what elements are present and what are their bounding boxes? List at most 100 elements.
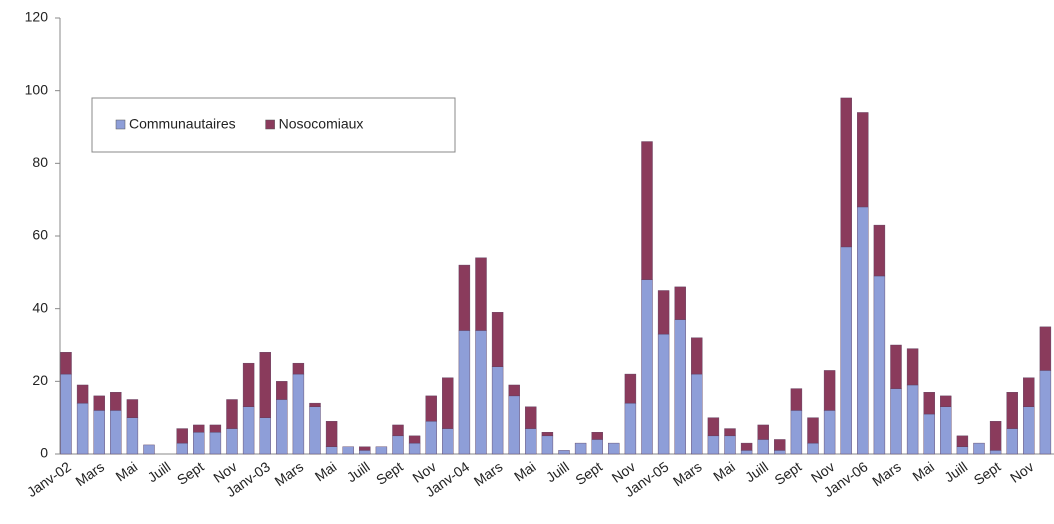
- x-tick-label: Sept: [373, 458, 406, 488]
- bar-segment: [110, 410, 122, 455]
- bar-segment: [541, 432, 554, 437]
- bar-segment: [342, 446, 354, 455]
- bar-segment: [1039, 370, 1052, 455]
- bar-segment: [491, 312, 504, 367]
- bar-segment: [740, 450, 753, 455]
- bar-segment: [906, 384, 919, 455]
- x-tick-label: Mai: [312, 458, 340, 484]
- bar-segment: [1023, 406, 1035, 455]
- bar-segment: [541, 435, 554, 455]
- bar-segment: [60, 352, 72, 375]
- bar-segment: [807, 417, 819, 444]
- bar-segment: [624, 373, 637, 404]
- bar-segment: [657, 333, 670, 455]
- bar-segment: [707, 417, 720, 437]
- bar-segment: [425, 395, 437, 422]
- x-tick-label: Mai: [511, 458, 539, 484]
- bar-segment: [126, 399, 139, 418]
- bar-segment: [425, 421, 437, 455]
- x-tick-label: Juill: [543, 458, 572, 485]
- x-tick-label: Mars: [670, 458, 705, 489]
- bar-segment: [93, 410, 105, 455]
- bar-segment: [60, 373, 72, 455]
- bar-segment: [292, 362, 305, 375]
- bar-segment: [259, 352, 271, 418]
- bar-segment: [774, 450, 786, 455]
- x-tick-label: Mars: [471, 458, 506, 489]
- y-tick-label: 60: [32, 227, 48, 243]
- bar-segment: [442, 428, 454, 455]
- bar-segment: [890, 388, 902, 455]
- bar-segment: [923, 392, 935, 415]
- bar-segment: [774, 439, 786, 451]
- bar-segment: [193, 424, 205, 433]
- bar-segment: [641, 279, 653, 455]
- bar-segment: [359, 450, 371, 455]
- bar-segment: [873, 275, 886, 455]
- x-tick-label: Juill: [344, 458, 373, 485]
- bar-segment: [442, 377, 454, 429]
- bar-segment: [325, 421, 338, 447]
- legend-swatch: [265, 119, 275, 130]
- bar-segment: [458, 330, 471, 455]
- bar-segment: [292, 373, 305, 455]
- x-tick-label: Mai: [710, 458, 738, 484]
- bar-segment: [890, 344, 902, 389]
- x-tick-label: Juill: [145, 458, 174, 485]
- bar-segment: [956, 435, 969, 447]
- y-tick-label: 80: [32, 154, 48, 170]
- x-tick-label: Mars: [72, 458, 107, 489]
- bar-segment: [93, 395, 105, 411]
- bar-segment: [657, 290, 670, 335]
- bar-segment: [110, 392, 122, 411]
- x-tick-label: Mars: [272, 458, 307, 489]
- bar-segment: [242, 362, 255, 407]
- bar-segment: [790, 388, 803, 411]
- bar-segment: [807, 442, 819, 455]
- bar-segment: [641, 141, 653, 280]
- bar-segment: [591, 439, 603, 455]
- bar-segment: [923, 413, 935, 455]
- bar-segment: [276, 399, 288, 455]
- bar-segment: [242, 406, 255, 455]
- bar-segment: [359, 446, 371, 451]
- bar-segment: [740, 442, 753, 451]
- bar-segment: [176, 442, 188, 455]
- bar-segment: [309, 402, 321, 407]
- bar-segment: [857, 112, 869, 208]
- bar-segment: [674, 319, 686, 455]
- bar-segment: [525, 406, 537, 429]
- bar-segment: [508, 384, 520, 397]
- bar-segment: [989, 421, 1002, 451]
- bar-segment: [724, 435, 736, 455]
- bar-segment: [176, 428, 188, 444]
- x-tick-label: Mai: [909, 458, 937, 484]
- bar-segment: [226, 428, 238, 455]
- bar-segment: [940, 395, 952, 407]
- bar-segment: [209, 432, 222, 455]
- legend-swatch: [115, 119, 126, 130]
- x-tick-label: Nov: [1007, 458, 1037, 485]
- y-tick-label: 100: [25, 81, 49, 97]
- y-tick-label: 0: [40, 445, 48, 461]
- bar-segment: [906, 348, 919, 386]
- bar-segment: [491, 366, 504, 455]
- bar-segment: [757, 424, 769, 440]
- bar-segment: [193, 432, 205, 455]
- bar-segment: [276, 381, 288, 400]
- bar-segment: [840, 97, 852, 248]
- x-tick-label: Mai: [113, 458, 141, 484]
- bar-segment: [475, 330, 487, 455]
- bar-segment: [392, 435, 404, 455]
- bar-segment: [259, 417, 271, 455]
- bar-segment: [1023, 377, 1035, 407]
- legend-label: Nosocomiaux: [279, 116, 364, 132]
- bar-segment: [840, 246, 852, 455]
- bar-segment: [989, 450, 1002, 455]
- x-tick-label: Sept: [174, 458, 207, 488]
- bar-segment: [574, 442, 587, 455]
- legend-label: Communautaires: [129, 116, 236, 132]
- bar-segment: [76, 402, 89, 455]
- bar-segment: [1039, 326, 1052, 371]
- x-tick-label: Juill: [941, 458, 970, 485]
